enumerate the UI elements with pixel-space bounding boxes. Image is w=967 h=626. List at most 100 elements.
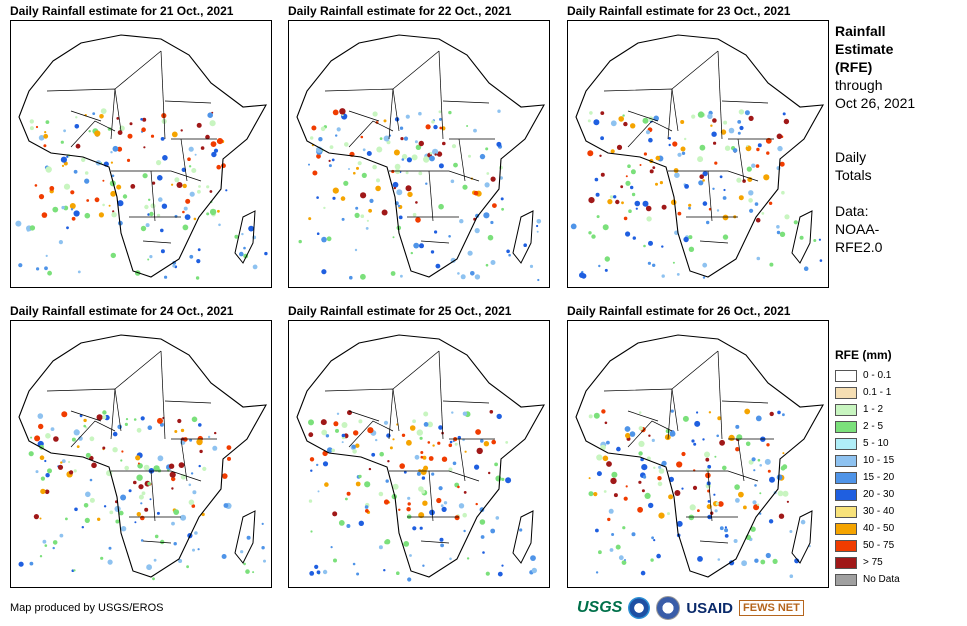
ocean-rainfall-mark [490,528,496,534]
rainfall-mark [625,485,628,488]
ocean-rainfall-mark [243,562,246,566]
rainfall-mark [405,185,412,192]
ocean-rainfall-mark [383,569,386,572]
rainfall-mark [324,482,329,487]
rainfall-mark [416,471,421,476]
rainfall-mark [308,217,312,221]
ocean-rainfall-mark [653,539,656,542]
rainfall-mark [192,490,197,495]
data-source-line: Data: [835,203,869,219]
rainfall-mark [415,201,418,204]
rainfall-mark [645,130,651,135]
ocean-rainfall-mark [467,250,473,256]
rainfall-mark [670,199,677,206]
rainfall-mark [348,168,350,170]
rainfall-mark [600,111,605,115]
country-border [667,88,673,140]
rainfall-mark [143,464,150,471]
rainfall-mark [79,414,83,418]
rainfall-mark [697,156,704,163]
africa-map [570,34,824,279]
ocean-rainfall-mark [384,540,389,545]
rainfall-mark [210,141,217,147]
rainfall-mark [191,504,196,508]
rainfall-mark [355,206,359,210]
panel-title: Daily Rainfall estimate for 26 Oct., 202… [567,304,791,318]
rainfall-mark [588,414,593,419]
ocean-rainfall-mark [234,234,239,239]
ocean-rainfall-mark [789,530,793,533]
rainfall-mark [383,135,390,142]
usgs-logo: USGS [577,599,623,616]
rainfall-mark [137,462,140,465]
rainfall-mark [766,443,770,447]
rainfall-mark [158,197,163,202]
rainfall-mark [630,169,636,175]
legend-swatch [835,386,857,399]
rainfall-mark [420,451,424,454]
legend-swatch [835,505,857,518]
ocean-rainfall-mark [523,243,527,247]
rainfall-mark [196,122,202,128]
rainfall-mark [689,504,696,511]
rainfall-mark [399,126,404,130]
rainfall-mark [357,161,362,166]
rainfall-mark [751,457,756,462]
ocean-rainfall-mark [160,228,164,233]
rainfall-mark [496,413,502,420]
ocean-rainfall-mark [298,239,302,244]
rainfall-mark [332,511,338,517]
country-border [70,420,116,448]
madagascar-outline [791,510,813,564]
ocean-rainfall-mark [263,559,266,563]
rainfall-mark [625,175,628,178]
rainfall-mark [782,490,789,497]
rainfall-mark [171,183,174,186]
rainfall-mark [174,214,178,218]
rainfall-mark [600,172,605,177]
rainfall-mark [429,155,435,162]
ocean-rainfall-mark [813,239,817,242]
rainfall-mark [782,452,785,455]
rainfall-mark [501,207,504,211]
rainfall-mark [112,431,118,437]
legend-label: > 75 [863,557,883,568]
rainfall-mark [78,436,83,441]
rainfall-mark [442,141,446,146]
rainfall-mark [323,206,326,210]
rainfall-mark [595,192,600,197]
country-border [348,420,394,448]
rainfall-mark [383,499,390,505]
rainfall-mark [786,500,789,503]
rainfall-mark [74,124,80,129]
ocean-rainfall-mark [146,564,153,571]
rainfall-mark [422,500,428,506]
ocean-rainfall-mark [439,537,444,542]
rainfall-mark [309,457,315,462]
rainfall-mark [606,440,610,445]
rainfall-mark [779,161,785,167]
map-panel-24: Daily Rainfall estimate for 24 Oct., 202… [10,304,272,588]
rainfall-mark [610,477,617,485]
rainfall-mark [680,146,686,152]
rainfall-mark [205,134,210,140]
rainfall-mark [44,459,47,463]
rainfall-mark [375,438,378,442]
rainfall-mark [713,493,716,496]
rainfall-mark [438,163,444,169]
rainfall-mark [454,442,458,446]
rainfall-mark [744,110,750,116]
ocean-rainfall-mark [508,253,511,257]
rainfall-mark [379,137,383,140]
ocean-rainfall-mark [702,262,708,268]
rainfall-mark [102,203,105,207]
ocean-rainfall-mark [419,526,423,530]
africa-coastline [575,34,824,278]
country-border [160,50,166,140]
ocean-rainfall-mark [110,252,117,259]
country-border [420,240,450,244]
rainfall-mark [332,187,339,194]
rainfall-mark [768,201,773,205]
rainfall-mark [757,458,761,462]
rainfall-mark [707,113,713,120]
